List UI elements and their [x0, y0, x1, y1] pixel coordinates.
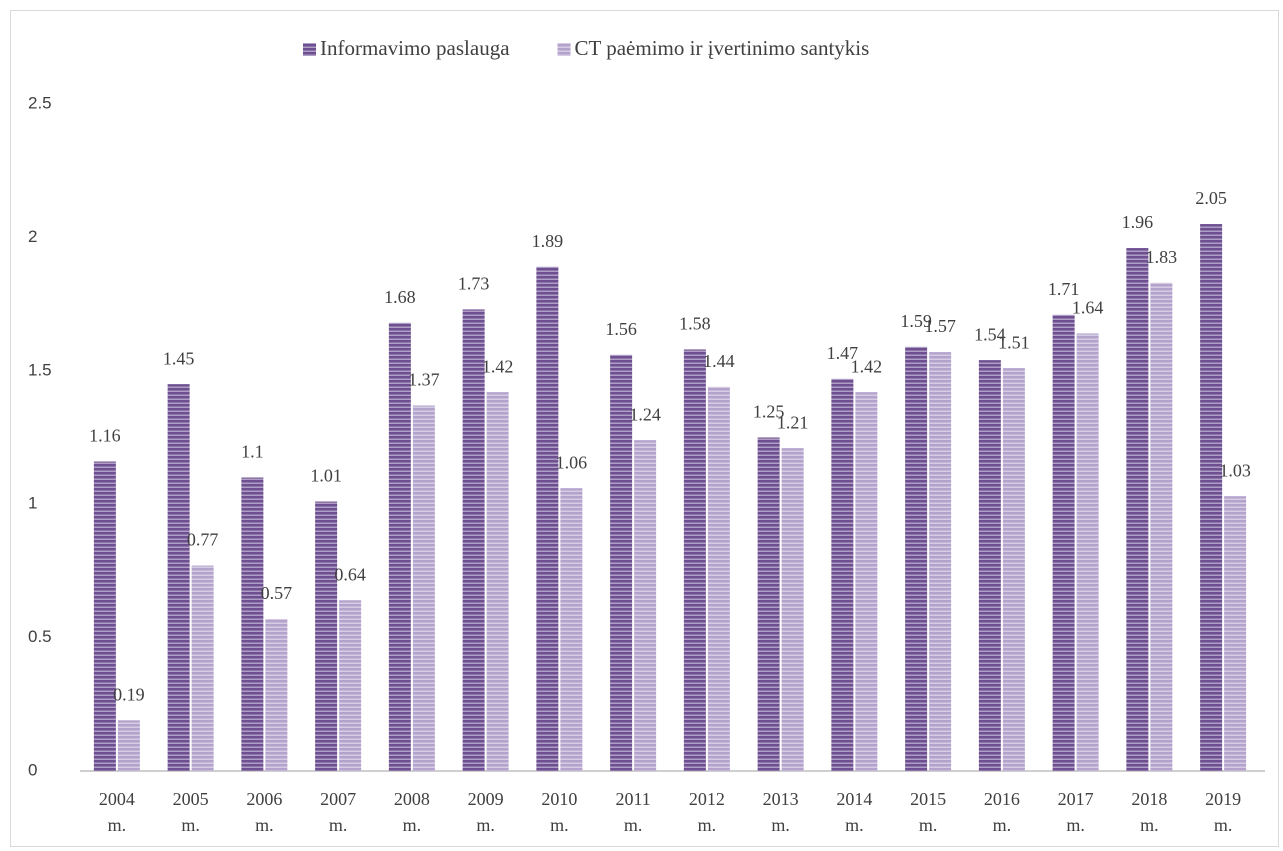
- bar: [610, 354, 633, 771]
- bar: [905, 346, 928, 771]
- data-label: 1.71: [1048, 279, 1080, 299]
- bar: [1224, 496, 1247, 771]
- legend-swatch: [303, 43, 316, 56]
- data-label: 0.57: [261, 583, 293, 603]
- bar: [412, 405, 435, 771]
- bar: [707, 386, 730, 771]
- bar: [781, 448, 804, 771]
- bar: [560, 488, 583, 771]
- data-label: 0.64: [334, 564, 366, 584]
- bar: [634, 440, 657, 771]
- bar: [757, 437, 780, 771]
- bar: [929, 352, 952, 771]
- bar: [241, 477, 264, 771]
- data-label: 1.56: [605, 319, 637, 339]
- bar: [536, 266, 559, 771]
- x-tick-label: 2017 m.: [1058, 789, 1094, 835]
- y-tick-label: 0.5: [28, 627, 52, 646]
- data-label: 1.42: [851, 356, 883, 376]
- bar: [462, 309, 485, 771]
- x-tick-label: 2015 m.: [910, 789, 946, 835]
- y-tick-label: 2.5: [28, 93, 52, 112]
- data-label: 1.37: [408, 370, 440, 390]
- x-tick-label: 2018 m.: [1131, 789, 1167, 835]
- data-label: 1.45: [163, 348, 195, 368]
- data-label: 1.57: [924, 316, 956, 336]
- data-label: 1.64: [1072, 298, 1104, 318]
- x-tick-label: 2007 m.: [320, 789, 356, 835]
- bar: [978, 360, 1001, 771]
- bar: [1200, 224, 1223, 771]
- data-label: 0.77: [187, 530, 219, 550]
- data-label: 1.21: [777, 412, 809, 432]
- data-label: 1.25: [753, 402, 785, 422]
- bar: [1150, 282, 1173, 771]
- x-tick-label: 2004 m.: [99, 789, 135, 835]
- bar: [1126, 248, 1149, 771]
- data-label: 1.47: [827, 343, 859, 363]
- data-label: 1.59: [900, 311, 932, 331]
- data-label: 1.01: [310, 466, 342, 486]
- data-label: 0.19: [113, 684, 145, 704]
- y-tick-label: 1.5: [28, 360, 52, 379]
- legend-label: Informavimo paslauga: [320, 36, 510, 60]
- data-label: 1.42: [482, 356, 514, 376]
- y-tick-label: 2: [28, 227, 37, 246]
- x-tick-label: 2012 m.: [689, 789, 725, 835]
- bar: [315, 501, 338, 771]
- x-tick-label: 2006 m.: [246, 789, 282, 835]
- x-tick-label: 2011 m.: [615, 789, 650, 835]
- data-label: 1.24: [629, 404, 661, 424]
- data-label: 1.68: [384, 287, 416, 307]
- data-label: 1.96: [1122, 212, 1154, 232]
- bar: [339, 600, 362, 771]
- bar: [265, 618, 288, 771]
- y-tick-label: 1: [28, 494, 37, 513]
- bar: [683, 349, 706, 771]
- bar: [1002, 368, 1025, 771]
- data-label: 2.05: [1195, 188, 1227, 208]
- x-tick-label: 2019 m.: [1205, 789, 1241, 835]
- data-label: 1.54: [974, 324, 1006, 344]
- x-tick-label: 2016 m.: [984, 789, 1020, 835]
- legend-label: CT paėmimo ir įvertinimo santykis: [575, 36, 870, 60]
- x-tick-label: 2013 m.: [763, 789, 799, 835]
- x-tick-label: 2009 m.: [468, 789, 504, 835]
- data-label: 1.44: [703, 351, 735, 371]
- bar: [167, 384, 190, 771]
- data-label: 1.06: [556, 452, 588, 472]
- x-tick-label: 2008 m.: [394, 789, 430, 835]
- bar: [831, 378, 854, 771]
- data-label: 1.73: [458, 274, 490, 294]
- bar: [388, 322, 411, 771]
- x-tick-label: 2014 m.: [836, 789, 872, 835]
- x-tick-label: 2005 m.: [173, 789, 209, 835]
- bar: [191, 565, 214, 771]
- bar: [1076, 333, 1099, 771]
- bar: [93, 461, 116, 771]
- data-label: 1.1: [241, 442, 264, 462]
- legend: Informavimo paslauga CT paėmimo ir įverti…: [303, 36, 869, 60]
- data-label: 1.51: [998, 332, 1030, 352]
- data-label: 1.03: [1219, 460, 1251, 480]
- x-tick-label: 2010 m.: [541, 789, 577, 835]
- legend-swatch: [557, 43, 571, 56]
- bar: [1052, 314, 1075, 771]
- y-tick-label: 0: [28, 760, 37, 779]
- data-label: 1.16: [89, 426, 121, 446]
- bar: [117, 720, 140, 771]
- data-label: 1.89: [532, 231, 564, 251]
- data-label: 1.83: [1146, 247, 1178, 267]
- bar: [855, 392, 878, 771]
- data-label: 1.58: [679, 314, 711, 334]
- bar: [486, 392, 509, 771]
